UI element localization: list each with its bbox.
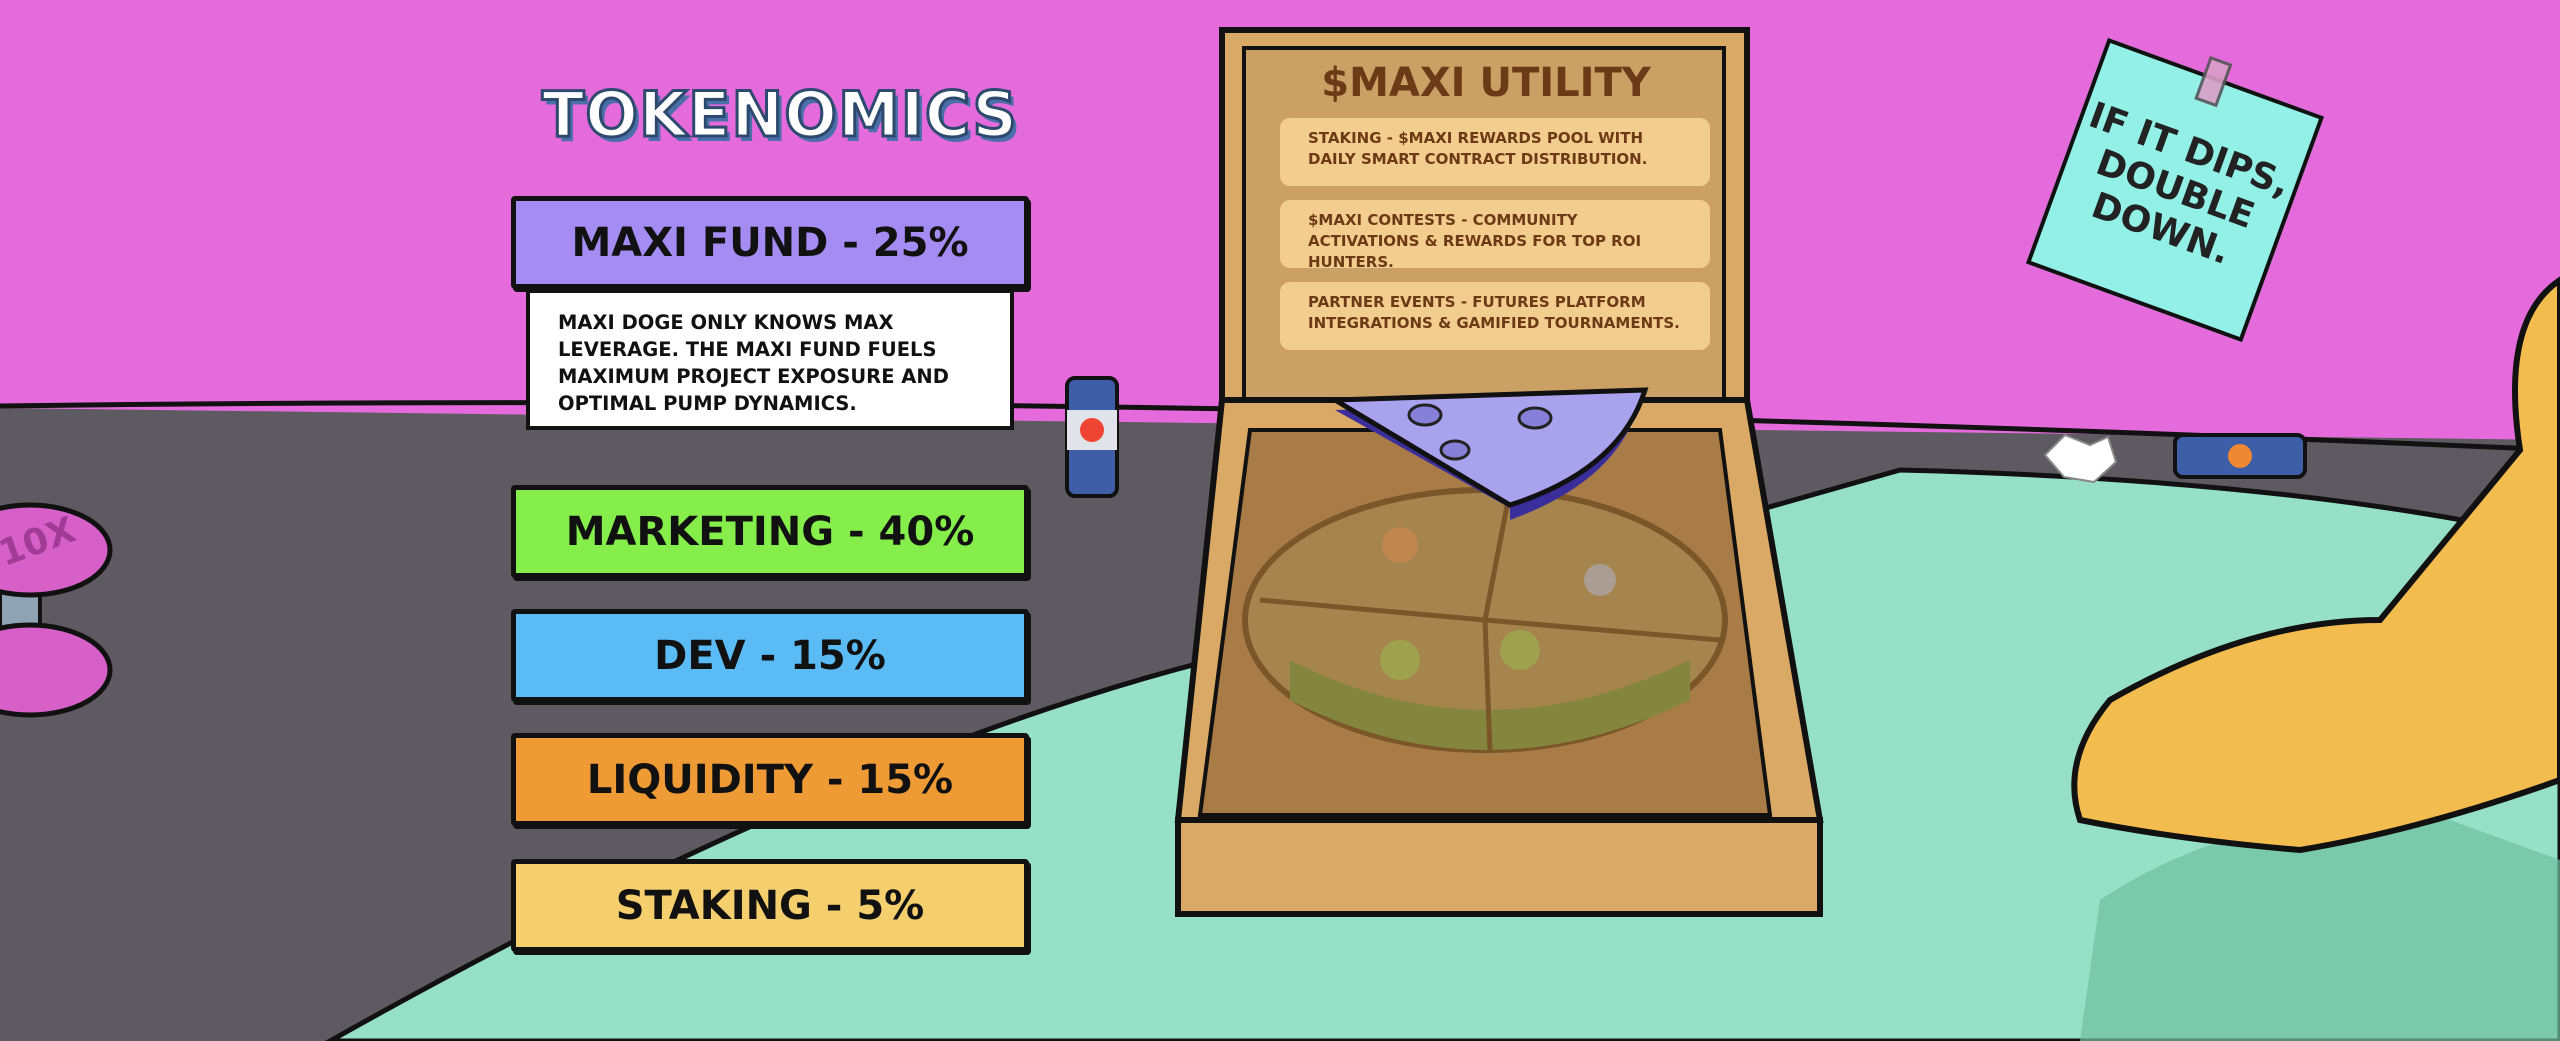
utility-item-contests: $MAXI CONTESTS - COMMUNITY ACTIVATIONS &… (1280, 200, 1710, 271)
allocation-marketing[interactable]: MARKETING - 40% (511, 485, 1029, 578)
crumpled-napkin (2043, 433, 2118, 484)
dog-paw (2071, 276, 2560, 854)
allocation-dev[interactable]: DEV - 15% (511, 609, 1029, 702)
pizza-slice-lifted (1326, 387, 1649, 520)
utility-title: $MAXI UTILITY (1321, 60, 1651, 106)
pizza (1242, 487, 1728, 753)
energy-can-fallen (2173, 433, 2307, 479)
sticky-note-text: IF IT DIPS, DOUBLE DOWN. (2083, 94, 2296, 273)
energy-can (1065, 376, 1119, 498)
dumbbell-10x: 10X (0, 502, 113, 718)
allocation-liquidity[interactable]: LIQUIDITY - 15% (511, 733, 1029, 826)
utility-item-partner-events: PARTNER EVENTS - FUTURES PLATFORM INTEGR… (1280, 282, 1710, 350)
maxi-fund-description: MAXI DOGE ONLY KNOWS MAX LEVERAGE. THE M… (526, 289, 1014, 430)
allocation-staking[interactable]: STAKING - 5% (511, 859, 1029, 952)
utility-item-staking: STAKING - $MAXI REWARDS POOL WITH DAILY … (1280, 118, 1710, 186)
allocation-maxi-fund[interactable]: MAXI FUND - 25% (511, 196, 1029, 289)
tokenomics-title: TOKENOMICS (540, 77, 1019, 153)
